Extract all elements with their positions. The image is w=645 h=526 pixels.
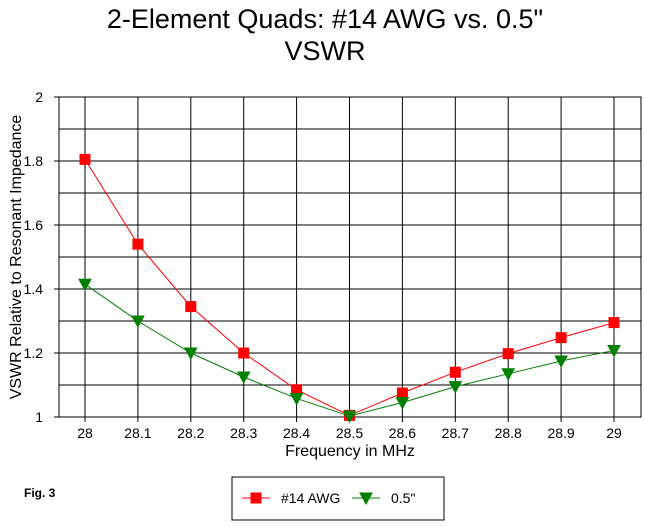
x-tick-label: 28.1 <box>124 425 151 441</box>
series-half-inch <box>78 278 621 424</box>
y-tick-label: 1 <box>35 409 43 425</box>
y-tick-labels: 1 1.2 1.4 1.6 1.8 2 <box>24 89 44 425</box>
grid-lines <box>59 96 641 418</box>
x-tick-label: 28.4 <box>283 425 310 441</box>
legend-label-half-inch: 0.5" <box>391 490 415 506</box>
data-point-awg14 <box>502 348 514 360</box>
y-tick-label: 1.8 <box>24 153 44 169</box>
data-point-half-inch <box>183 347 198 361</box>
series-layer <box>78 153 621 424</box>
data-point-awg14 <box>449 366 461 378</box>
figure-label: Fig. 3 <box>24 486 56 500</box>
chart-title: 2-Element Quads: #14 AWG vs. 0.5" VSWR <box>107 4 543 66</box>
x-tick-label: 28.2 <box>177 425 204 441</box>
legend-marker-awg14 <box>250 492 262 504</box>
data-point-awg14 <box>79 153 91 165</box>
x-tick-label: 28.3 <box>230 425 257 441</box>
data-point-awg14 <box>608 317 620 329</box>
legend-marker-half-inch <box>359 492 373 506</box>
data-point-awg14 <box>185 301 197 313</box>
legend-label-awg14: #14 AWG <box>281 490 340 506</box>
legend: #14 AWG 0.5" <box>231 476 445 521</box>
y-axis-label: VSWR Relative to Resonant Impedance <box>8 115 25 400</box>
data-point-awg14 <box>396 387 408 399</box>
x-tick-label: 29 <box>606 425 622 441</box>
y-tick-label: 2 <box>35 89 43 105</box>
data-point-half-inch <box>607 344 621 358</box>
legend-items: #14 AWG 0.5" <box>242 490 415 506</box>
data-point-half-inch <box>395 397 410 410</box>
x-axis-label: Frequency in MHz <box>285 443 415 460</box>
data-point-awg14 <box>555 332 567 344</box>
y-tick-label: 1.6 <box>24 217 44 233</box>
x-tick-label: 28.5 <box>336 425 363 441</box>
data-point-half-inch <box>236 371 251 385</box>
x-tick-label: 28.8 <box>495 425 522 441</box>
data-point-awg14 <box>132 238 144 250</box>
data-point-half-inch <box>289 392 304 406</box>
data-point-half-inch <box>501 368 516 381</box>
y-tick-label: 1.4 <box>24 281 44 297</box>
data-point-half-inch <box>448 381 463 394</box>
data-point-awg14 <box>238 347 250 359</box>
data-point-half-inch <box>131 315 145 329</box>
chart-title-line-2: VSWR <box>285 36 366 66</box>
data-point-half-inch <box>342 410 357 424</box>
data-point-half-inch <box>78 278 92 292</box>
y-tick-label: 1.2 <box>24 345 44 361</box>
x-tick-label: 28.7 <box>442 425 469 441</box>
x-tick-labels: 28 28.1 28.2 28.3 28.4 28.5 28.6 28.7 28.8 28.9 29 <box>77 425 622 441</box>
x-tick-label: 28.9 <box>547 425 574 441</box>
data-point-half-inch <box>554 355 568 369</box>
x-tick-label: 28 <box>77 425 93 441</box>
x-tick-label: 28.6 <box>389 425 416 441</box>
chart-title-line-1: 2-Element Quads: #14 AWG vs. 0.5" <box>107 4 543 34</box>
